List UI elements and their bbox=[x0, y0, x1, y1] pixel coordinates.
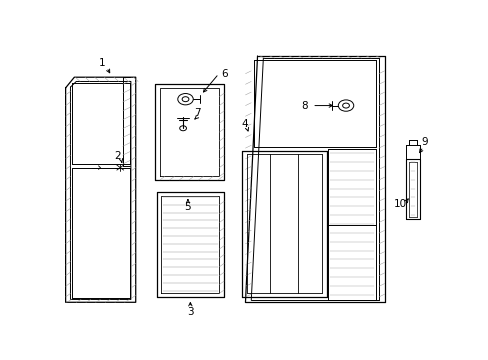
Text: 7: 7 bbox=[193, 108, 200, 118]
Text: 2: 2 bbox=[114, 151, 121, 161]
Text: 9: 9 bbox=[421, 138, 427, 148]
Text: 3: 3 bbox=[186, 307, 193, 317]
Circle shape bbox=[182, 97, 188, 102]
Circle shape bbox=[342, 103, 349, 108]
Text: 8: 8 bbox=[301, 100, 307, 111]
Text: 5: 5 bbox=[184, 202, 191, 212]
Text: 4: 4 bbox=[241, 119, 247, 129]
Text: 6: 6 bbox=[221, 69, 227, 79]
Text: 10: 10 bbox=[393, 199, 406, 209]
Text: 1: 1 bbox=[99, 58, 105, 68]
